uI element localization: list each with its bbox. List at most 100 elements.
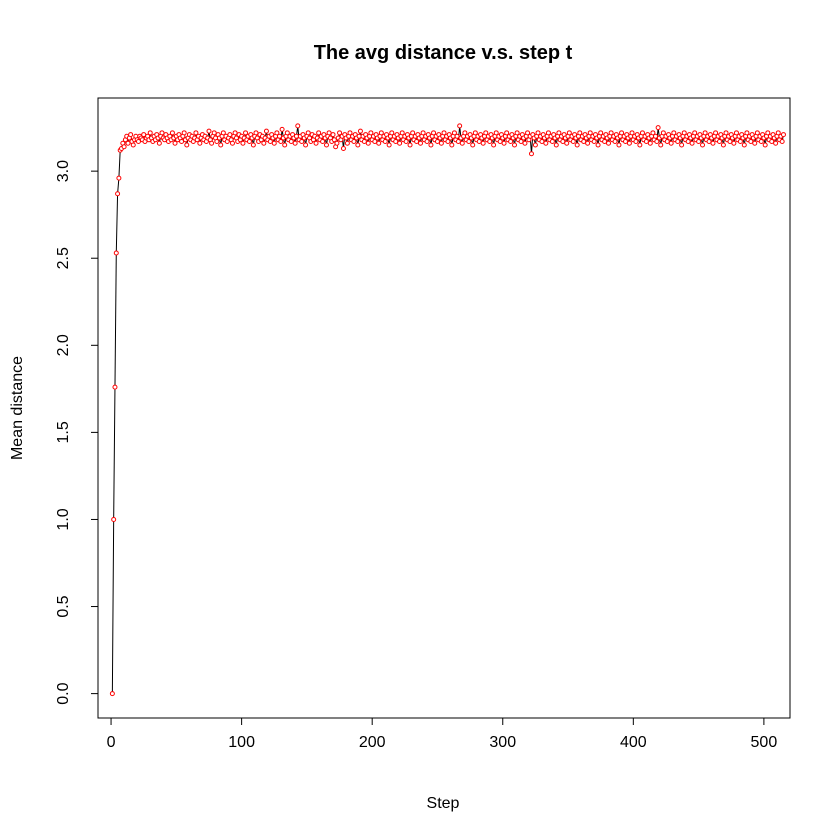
data-point: [274, 130, 280, 136]
data-point: [109, 691, 115, 697]
data-point: [528, 151, 534, 157]
x-tick-label: 0: [107, 734, 116, 751]
data-point: [556, 130, 562, 136]
data-point: [493, 130, 499, 136]
data-point: [773, 140, 779, 146]
data-point: [626, 140, 632, 146]
data-point: [330, 132, 336, 138]
data-point: [653, 133, 659, 139]
data-point: [577, 130, 583, 136]
y-tick-label: 2.5: [55, 247, 72, 269]
data-point: [193, 130, 199, 136]
data-point: [616, 142, 622, 148]
data-point: [420, 130, 426, 136]
data-point: [378, 130, 384, 136]
data-point: [654, 139, 660, 145]
x-tick-label: 300: [489, 734, 516, 751]
data-point: [121, 144, 127, 150]
data-point: [428, 142, 434, 148]
data-point: [539, 139, 545, 145]
data-point: [323, 142, 329, 148]
data-point: [279, 126, 285, 132]
data-point: [361, 139, 367, 145]
data-point: [564, 140, 570, 146]
data-point: [147, 130, 153, 136]
x-tick-label: 500: [751, 734, 778, 751]
data-point: [647, 140, 653, 146]
data-point: [606, 140, 612, 146]
data-point: [532, 142, 538, 148]
data-point: [128, 132, 134, 138]
x-axis: 0 100 200 300 400 500: [107, 717, 778, 751]
data-point: [650, 130, 656, 136]
data-point: [535, 130, 541, 136]
data-point: [172, 140, 178, 146]
data-point: [250, 142, 256, 148]
data-point: [476, 139, 482, 145]
data-point: [543, 140, 549, 146]
data-point: [748, 139, 754, 145]
data-point: [472, 130, 478, 136]
data-point: [368, 130, 374, 136]
data-point: [410, 130, 416, 136]
data-point: [668, 140, 674, 146]
data-point: [347, 130, 353, 136]
data-point: [209, 140, 215, 146]
y-tick-label: 0.5: [55, 595, 72, 617]
data-point: [232, 130, 238, 136]
data-point: [587, 130, 593, 136]
data-point: [382, 139, 388, 145]
y-tick-label: 1.5: [55, 421, 72, 443]
y-tick-label: 1.0: [55, 508, 72, 530]
data-point: [545, 130, 551, 136]
data-point: [744, 130, 750, 136]
data-point: [779, 139, 785, 145]
data-point: [671, 130, 677, 136]
data-point: [261, 140, 267, 146]
data-point: [229, 140, 235, 146]
data-point: [414, 139, 420, 145]
data-point: [337, 130, 343, 136]
data-point: [399, 130, 405, 136]
data-point: [431, 130, 437, 136]
data-point: [457, 123, 463, 129]
data-point: [700, 142, 706, 148]
data-point: [765, 130, 771, 136]
data-point: [113, 250, 119, 256]
data-point: [303, 142, 309, 148]
data-point: [227, 132, 233, 138]
data-point: [211, 130, 217, 136]
data-point: [156, 140, 162, 146]
data-point: [276, 133, 282, 139]
data-point: [466, 139, 472, 145]
data-point: [733, 130, 739, 136]
data-point: [220, 130, 226, 136]
data-point: [282, 142, 288, 148]
data-point: [741, 142, 747, 148]
data-point: [197, 140, 203, 146]
chart-title: The avg distance v.s. step t: [314, 42, 573, 64]
data-point: [629, 130, 635, 136]
data-point: [449, 142, 455, 148]
data-point: [639, 130, 645, 136]
data-point: [355, 142, 361, 148]
data-point: [525, 130, 531, 136]
data-point: [455, 139, 461, 145]
data-point: [454, 133, 460, 139]
data-point: [179, 139, 185, 145]
data-point: [487, 139, 493, 145]
data-point: [633, 139, 639, 145]
data-point: [679, 142, 685, 148]
x-axis-label: Step: [427, 795, 460, 812]
data-point: [116, 175, 122, 181]
data-point: [723, 130, 729, 136]
data-point: [326, 130, 332, 136]
data-point: [115, 191, 121, 197]
data-point: [754, 130, 760, 136]
data-point: [480, 140, 486, 146]
data-point: [403, 139, 409, 145]
x-tick-label: 200: [359, 734, 386, 751]
data-point: [351, 139, 357, 145]
data-point: [407, 142, 413, 148]
data-point: [675, 139, 681, 145]
